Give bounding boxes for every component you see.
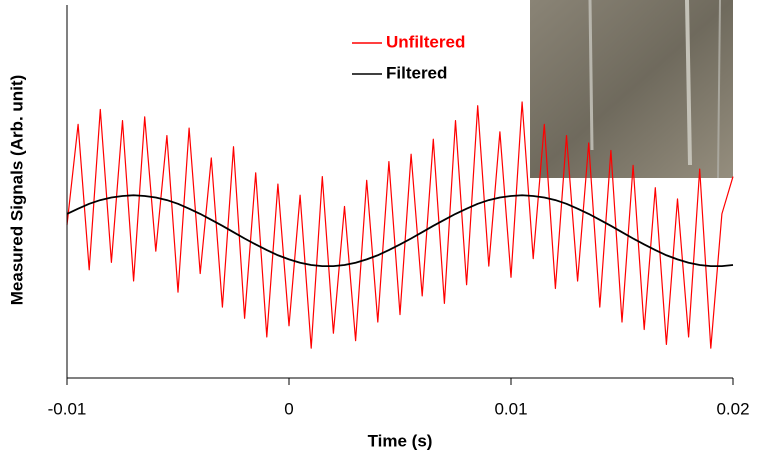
x-tick-label: 0.02 — [716, 399, 749, 418]
x-tick-label: 0.01 — [494, 399, 527, 418]
legend-box — [345, 25, 505, 92]
legend-label: Unfiltered — [386, 32, 465, 51]
x-tick-label: 0 — [284, 399, 293, 418]
x-tick-label: -0.01 — [48, 399, 87, 418]
plot-area — [66, 101, 734, 349]
photo-inset — [530, 0, 733, 179]
series-line — [66, 194, 734, 267]
x-axis-label: Time (s) — [368, 431, 433, 450]
series-line — [66, 101, 734, 349]
legend-label: Filtered — [386, 63, 447, 82]
legend: Unfiltered Filtered — [345, 25, 505, 92]
y-axis-label: Measured Signals (Arb. unit) — [7, 75, 26, 305]
